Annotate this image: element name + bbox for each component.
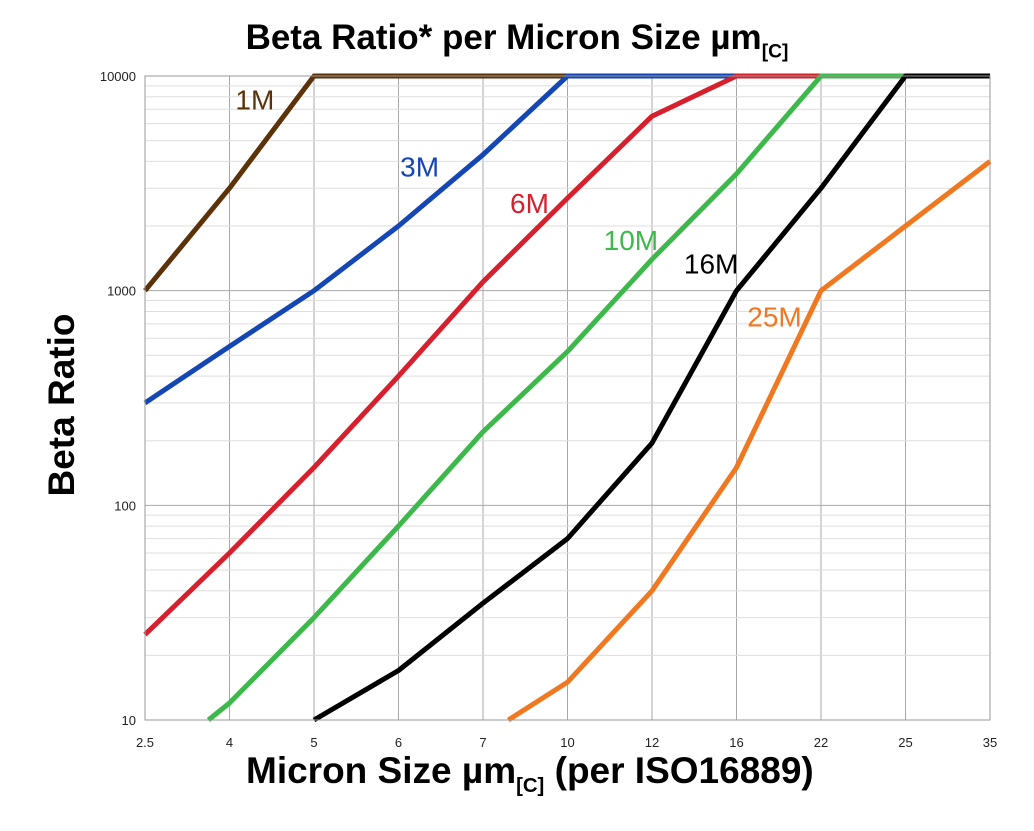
x-tick-label: 10 xyxy=(560,735,574,750)
series-label-layer: 1M 3M 6M 10M 16M 25M xyxy=(235,84,801,332)
series-label-10m: 10M xyxy=(604,225,658,256)
series-label-25m: 25M xyxy=(747,302,801,333)
y-tick-label: 10 xyxy=(122,713,136,728)
series-line-6m xyxy=(143,73,990,637)
x-tick-label: 25 xyxy=(898,735,912,750)
series-label-3m: 3M xyxy=(400,152,439,183)
series-label-16m: 16M xyxy=(684,249,738,280)
chart-title: Beta Ratio* per Micron Size µm[C] xyxy=(0,18,1034,64)
x-tick-label: 16 xyxy=(729,735,743,750)
chart-title-subscript: [C] xyxy=(761,41,789,63)
y-axis-title-text: Beta Ratio xyxy=(41,313,82,497)
series-line-16m xyxy=(312,73,990,723)
x-tick-label: 7 xyxy=(479,735,486,750)
x-tick-label: 6 xyxy=(395,735,402,750)
x-tick-label: 12 xyxy=(645,735,659,750)
x-tick-label: 4 xyxy=(226,735,233,750)
x-tick-label: 2.5 xyxy=(136,735,154,750)
y-tick-label: 10000 xyxy=(100,69,136,84)
x-tick-label: 5 xyxy=(310,735,317,750)
x-axis-title: Micron Size µm[C] (per ISO16889) xyxy=(246,750,1034,798)
x-tick-label: 22 xyxy=(814,735,828,750)
y-tick-label: 100 xyxy=(114,498,136,513)
series-line-10m xyxy=(206,73,990,722)
x-axis-title-main: Micron Size µm xyxy=(246,750,517,791)
grid-layer xyxy=(144,75,991,721)
plot-frame xyxy=(144,75,991,721)
x-axis-title-subscript: [C] xyxy=(516,775,545,798)
x-tick-label: 35 xyxy=(983,735,997,750)
y-tick-label: 1000 xyxy=(107,284,136,299)
series-line-25m xyxy=(506,159,992,723)
x-axis-title-suffix: (per ISO16889) xyxy=(544,750,814,791)
chart-title-main: Beta Ratio* per Micron Size µm xyxy=(245,18,762,57)
series-label-6m: 6M xyxy=(510,188,549,219)
series-label-1m: 1M xyxy=(235,84,274,115)
tick-label-layer: 2.5 4 5 6 7 10 12 16 22 25 35 10 100 1000 10000 xyxy=(100,69,997,750)
